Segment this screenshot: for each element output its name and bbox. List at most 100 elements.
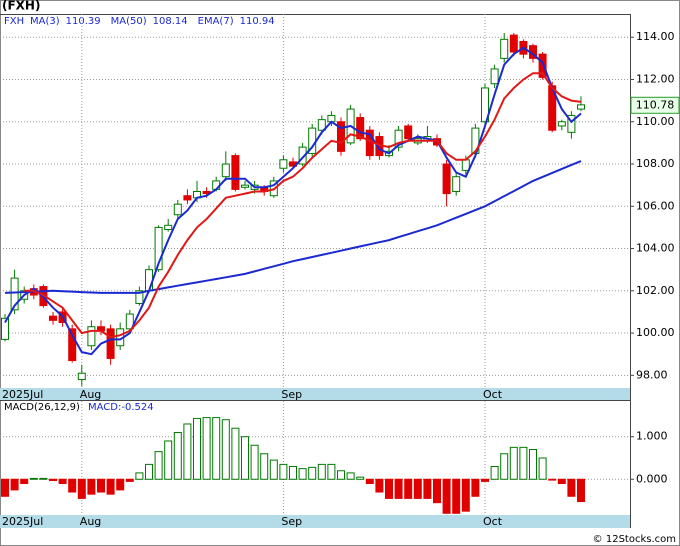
y-tick-label: 110.00 bbox=[636, 115, 675, 128]
macd-bar bbox=[183, 423, 192, 480]
macd-bar bbox=[461, 478, 470, 512]
candle-body bbox=[183, 195, 192, 201]
candle-body bbox=[173, 203, 182, 216]
macd-bar bbox=[87, 478, 96, 495]
candle-body bbox=[490, 68, 499, 85]
x-tick-label: Oct bbox=[483, 515, 503, 528]
macd-bar bbox=[471, 478, 480, 497]
macd-bar bbox=[490, 466, 499, 480]
macd-bar bbox=[500, 453, 509, 480]
candle-body bbox=[125, 313, 134, 330]
macd-bar bbox=[413, 478, 422, 499]
x-tick-label: Aug bbox=[80, 515, 101, 528]
macd-bar bbox=[394, 478, 403, 499]
y-tick-label: 102.00 bbox=[636, 284, 675, 297]
macd-bar bbox=[29, 477, 38, 480]
candle-body bbox=[231, 155, 240, 190]
y-tick-label: 100.00 bbox=[636, 326, 675, 339]
macd-bar bbox=[164, 440, 173, 480]
x-tick-label: 2025Jul bbox=[2, 515, 43, 528]
y-tick-label: 0.000 bbox=[636, 472, 668, 485]
macd-bar bbox=[250, 444, 259, 480]
macd-bar bbox=[135, 472, 144, 480]
x-tick-label: Sep bbox=[281, 515, 302, 528]
candle-body bbox=[567, 114, 576, 133]
macd-bar bbox=[557, 478, 566, 485]
legend-label: EMA(7) bbox=[198, 16, 234, 27]
candle-body bbox=[298, 146, 307, 165]
macd-bar bbox=[577, 478, 585, 503]
macd-bar bbox=[337, 470, 345, 480]
ma-line bbox=[4, 46, 582, 356]
macd-bar bbox=[39, 477, 48, 480]
candle-body bbox=[87, 326, 96, 347]
macd-bar bbox=[567, 478, 576, 497]
candle-body bbox=[241, 184, 249, 188]
ma-line bbox=[24, 72, 582, 339]
macd-bar bbox=[519, 446, 528, 480]
candle-body bbox=[509, 34, 518, 53]
candle-body bbox=[68, 328, 77, 362]
macd-bar bbox=[433, 478, 441, 504]
candle-body bbox=[500, 38, 509, 59]
candle-body bbox=[461, 159, 470, 171]
legend-value: 108.14 bbox=[153, 16, 188, 27]
macd-bar bbox=[202, 417, 211, 480]
candle-body bbox=[221, 163, 230, 178]
x-tick-label: Sep bbox=[281, 388, 302, 401]
date-band bbox=[0, 388, 630, 401]
macd-bar bbox=[346, 472, 355, 480]
y-tick-label: 98.00 bbox=[636, 368, 668, 381]
macd-bar bbox=[529, 448, 537, 480]
y-tick-label: 1.000 bbox=[636, 430, 668, 443]
macd-bar bbox=[97, 478, 105, 493]
symbol: FXH bbox=[4, 16, 24, 27]
macd-bar bbox=[327, 463, 336, 480]
macd-bar bbox=[49, 478, 57, 482]
macd-bar bbox=[212, 417, 221, 480]
candle-body bbox=[452, 176, 461, 192]
macd-bar bbox=[385, 478, 393, 499]
macd-bar bbox=[145, 463, 153, 480]
macd-bar bbox=[241, 436, 249, 480]
candle-body bbox=[356, 117, 365, 140]
macd-title: MACD(26,12,9) bbox=[4, 402, 80, 413]
candle-body bbox=[394, 129, 403, 148]
macd-bar bbox=[375, 478, 384, 493]
macd-bar bbox=[154, 451, 163, 480]
macd-bar bbox=[481, 478, 489, 482]
macd-bar bbox=[221, 419, 230, 480]
macd-bar bbox=[260, 453, 269, 480]
candle-body bbox=[404, 125, 413, 140]
x-tick-label: Oct bbox=[483, 388, 503, 401]
macd-bar bbox=[308, 466, 317, 480]
macd-bar bbox=[423, 478, 432, 499]
macd-bar bbox=[10, 478, 19, 491]
legend-value: 110.39 bbox=[66, 16, 101, 27]
chart-title: (FXH) bbox=[2, 0, 40, 13]
macd-bar bbox=[106, 478, 115, 495]
macd-bar bbox=[365, 478, 374, 485]
candle-body bbox=[481, 87, 489, 123]
candle-body bbox=[154, 226, 163, 271]
macd-bar bbox=[298, 468, 307, 480]
macd-bar bbox=[77, 478, 86, 499]
legend: FXH MA(3) 110.39 MA(50) 108.14 EMA(7) 110.94 bbox=[4, 16, 275, 27]
macd-bar bbox=[58, 478, 67, 485]
candle-body bbox=[538, 53, 547, 78]
macd-bar bbox=[452, 478, 461, 514]
macd-bar bbox=[269, 459, 278, 480]
y-tick-label: 104.00 bbox=[636, 242, 675, 255]
candle-body bbox=[10, 277, 19, 311]
macd-bar bbox=[116, 478, 125, 491]
y-tick-label: 114.00 bbox=[636, 30, 675, 43]
macd-bar bbox=[509, 446, 518, 480]
macd-bar bbox=[317, 463, 326, 480]
date-band bbox=[0, 515, 630, 528]
macd-bar bbox=[193, 417, 201, 480]
candle-body bbox=[77, 372, 86, 381]
candle-body bbox=[135, 290, 144, 304]
